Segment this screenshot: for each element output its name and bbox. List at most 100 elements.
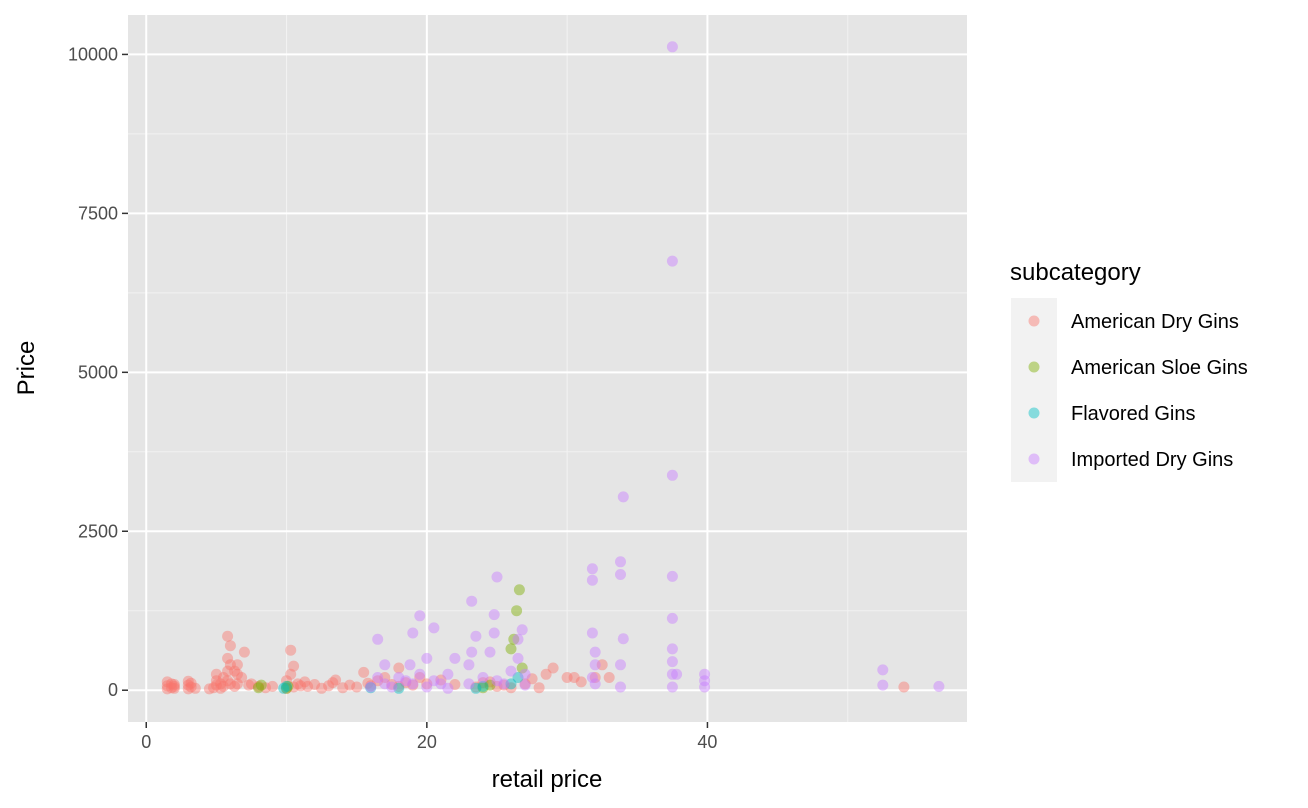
point-american-sloe-gins xyxy=(281,682,292,694)
point-american-dry-gins xyxy=(302,680,314,692)
point-american-dry-gins xyxy=(372,675,384,687)
point-flavored-gins xyxy=(281,680,292,692)
point-imported-dry-gins xyxy=(589,659,601,671)
point-imported-dry-gins xyxy=(498,678,510,690)
point-american-sloe-gins xyxy=(513,584,525,596)
point-imported-dry-gins xyxy=(477,672,489,683)
point-imported-dry-gins xyxy=(519,668,531,680)
point-imported-dry-gins xyxy=(466,646,478,658)
point-imported-dry-gins xyxy=(421,681,433,693)
point-flavored-gins xyxy=(470,682,482,694)
point-american-dry-gins xyxy=(505,682,517,694)
point-imported-dry-gins xyxy=(404,659,416,671)
legend-swatch-american-sloe-gins xyxy=(1028,361,1040,373)
point-american-dry-gins xyxy=(519,678,531,690)
point-american-dry-gins xyxy=(281,682,292,694)
point-american-dry-gins xyxy=(224,678,236,690)
point-imported-dry-gins xyxy=(491,675,503,687)
point-american-dry-gins xyxy=(292,678,304,690)
point-american-dry-gins xyxy=(400,677,412,689)
point-imported-dry-gins xyxy=(933,680,945,692)
point-american-sloe-gins xyxy=(505,643,517,655)
point-american-dry-gins xyxy=(210,679,222,691)
point-imported-dry-gins xyxy=(488,609,500,621)
point-american-dry-gins xyxy=(236,672,248,683)
point-american-dry-gins xyxy=(295,680,307,692)
point-american-sloe-gins xyxy=(508,633,520,645)
point-american-dry-gins xyxy=(246,678,257,690)
point-american-dry-gins xyxy=(161,683,173,695)
point-american-dry-gins xyxy=(210,675,222,687)
legend-key-american-dry-gins xyxy=(1011,298,1057,344)
point-american-dry-gins xyxy=(589,672,601,683)
point-american-dry-gins xyxy=(229,680,241,692)
point-american-dry-gins xyxy=(210,668,222,680)
point-imported-dry-gins xyxy=(699,681,711,693)
point-american-dry-gins xyxy=(166,678,177,690)
point-american-dry-gins xyxy=(393,662,405,674)
point-flavored-gins xyxy=(477,680,489,692)
point-flavored-gins xyxy=(505,678,517,690)
point-american-dry-gins xyxy=(161,680,173,692)
point-imported-dry-gins xyxy=(516,624,528,636)
legend-swatch-flavored-gins xyxy=(1028,407,1040,419)
major-gridlines xyxy=(128,15,967,722)
point-imported-dry-gins xyxy=(666,41,678,53)
y-tick-label: 7500 xyxy=(78,203,118,223)
point-american-dry-gins xyxy=(168,679,180,690)
point-american-dry-gins xyxy=(561,672,573,683)
point-american-dry-gins xyxy=(351,681,363,693)
point-american-dry-gins xyxy=(337,682,349,694)
point-american-dry-gins xyxy=(285,644,297,656)
point-imported-dry-gins xyxy=(372,672,384,683)
point-imported-dry-gins xyxy=(428,675,440,687)
point-american-dry-gins xyxy=(379,672,391,683)
point-american-dry-gins xyxy=(182,675,194,687)
point-american-dry-gins xyxy=(182,679,194,691)
point-american-dry-gins xyxy=(217,680,229,692)
point-american-sloe-gins xyxy=(484,679,496,691)
point-american-dry-gins xyxy=(386,679,398,690)
x-tick-label: 20 xyxy=(417,732,437,752)
point-american-dry-gins xyxy=(231,659,243,671)
point-flavored-gins xyxy=(512,672,524,683)
point-american-dry-gins xyxy=(491,680,503,692)
point-american-dry-gins xyxy=(222,665,234,677)
point-american-dry-gins xyxy=(224,659,236,671)
point-imported-dry-gins xyxy=(386,681,398,693)
point-imported-dry-gins xyxy=(407,627,419,639)
y-axis-title: Price xyxy=(13,341,40,396)
point-american-dry-gins xyxy=(267,680,278,692)
point-american-dry-gins xyxy=(568,672,580,683)
point-american-dry-gins xyxy=(168,682,180,694)
point-american-dry-gins xyxy=(222,652,234,664)
point-american-dry-gins xyxy=(182,683,194,695)
point-american-dry-gins xyxy=(189,682,201,694)
point-imported-dry-gins xyxy=(615,681,626,693)
point-imported-dry-gins xyxy=(463,678,475,690)
point-american-dry-gins xyxy=(547,662,559,674)
point-american-dry-gins xyxy=(215,682,227,694)
legend-swatch-imported-dry-gins xyxy=(1028,453,1040,465)
point-flavored-gins xyxy=(278,682,290,694)
point-american-dry-gins xyxy=(393,680,405,692)
y-tick-label: 5000 xyxy=(78,362,118,382)
point-american-dry-gins xyxy=(596,659,608,671)
point-imported-dry-gins xyxy=(484,646,496,658)
point-american-dry-gins xyxy=(575,676,587,688)
point-american-dry-gins xyxy=(435,674,447,686)
point-american-dry-gins xyxy=(365,680,377,692)
point-imported-dry-gins xyxy=(666,255,678,267)
point-imported-dry-gins xyxy=(877,664,889,676)
point-imported-dry-gins xyxy=(505,665,517,677)
legend-label-flavored-gins: Flavored Gins xyxy=(1071,403,1196,425)
point-american-dry-gins xyxy=(316,682,328,694)
point-imported-dry-gins xyxy=(519,679,531,691)
legend-key-imported-dry-gins xyxy=(1011,436,1057,482)
point-american-dry-gins xyxy=(533,682,545,694)
legend-title: subcategory xyxy=(1010,259,1141,286)
point-imported-dry-gins xyxy=(407,678,419,690)
point-imported-dry-gins xyxy=(666,612,678,624)
